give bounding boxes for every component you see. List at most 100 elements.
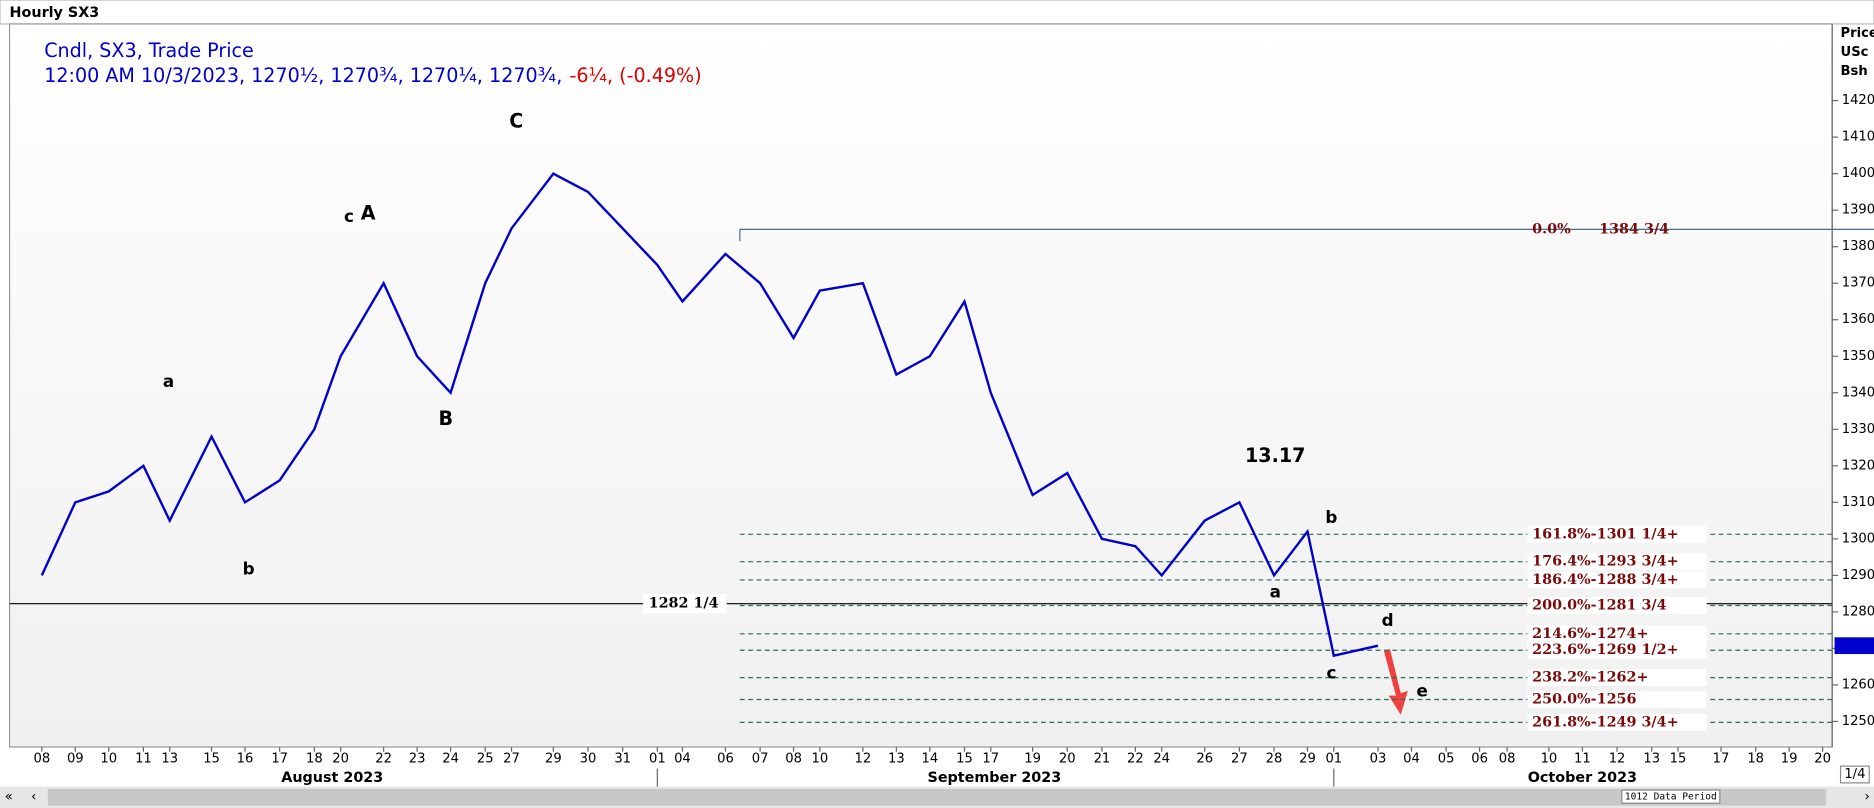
fib-label: 161.8%-1301 1/4+: [1532, 526, 1678, 542]
scroll-right[interactable]: ›: [1864, 790, 1869, 805]
wave-label: A: [361, 201, 376, 224]
x-tick-label: 08: [1499, 751, 1516, 766]
y-tick-label: 1290: [1842, 568, 1874, 583]
x-tick-label: 05: [1438, 751, 1455, 766]
y-tick-label: 1420: [1842, 93, 1874, 108]
y-tick-label: 1310: [1842, 495, 1874, 510]
x-tick-label: 26: [1196, 751, 1213, 766]
x-tick-label: 20: [1814, 751, 1831, 766]
x-tick-label: 17: [1713, 751, 1730, 766]
x-tick-label: 14: [921, 751, 938, 766]
x-tick-label: 22: [1127, 751, 1144, 766]
wave-label: d: [1382, 610, 1394, 630]
x-tick-label: 15: [203, 751, 220, 766]
x-tick-label: 13: [1643, 751, 1660, 766]
fib-label: 186.4%-1288 3/4+: [1532, 572, 1678, 588]
data-period-box: [1621, 789, 1721, 804]
x-tick-label: 21: [1094, 751, 1111, 766]
x-tick-label: 29: [545, 751, 562, 766]
data-period: 1012 Data Period: [1625, 792, 1717, 803]
wave-label: c: [344, 206, 354, 226]
x-tick-label: 28: [1266, 751, 1283, 766]
x-tick-label: 30: [580, 751, 597, 766]
x-tick-label: 17: [982, 751, 999, 766]
fib-label: 223.6%-1269 1/2+: [1532, 642, 1678, 658]
y-tick-label: 1280: [1842, 604, 1874, 619]
wave-label: a: [1270, 581, 1281, 601]
label-bg: [1527, 597, 1707, 614]
y-tick-label: 1400: [1842, 166, 1874, 181]
label-bg: [1527, 691, 1707, 708]
fib-label: 176.4%-1293 3/4+: [1532, 554, 1678, 570]
y-tick-label: 1260: [1842, 677, 1874, 692]
y-tick-label: 1320: [1842, 458, 1874, 473]
scroll-left-fast[interactable]: «: [5, 790, 13, 805]
month-label: September 2023: [928, 770, 1062, 786]
page-box[interactable]: [1839, 765, 1870, 784]
y-tick-label: 1360: [1842, 312, 1874, 327]
x-tick-label: 04: [1403, 751, 1420, 766]
x-tick-label: 31: [614, 751, 631, 766]
wave-label: b: [243, 559, 255, 579]
wave-label: c: [1326, 663, 1336, 683]
x-tick-label: 27: [503, 751, 520, 766]
x-tick-label: 07: [752, 751, 769, 766]
legend-line: 12:00 AM 10/3/2023, 1270½, 1270¾, 1270¼,…: [44, 64, 562, 87]
y-tick-label: 1250: [1842, 714, 1874, 729]
x-tick-label: 11: [135, 751, 152, 766]
y-tick-label: 1370: [1842, 276, 1874, 291]
x-tick-label: 19: [1024, 751, 1041, 766]
x-tick-label: 08: [785, 751, 802, 766]
month-label: October 2023: [1528, 770, 1637, 786]
month-label: August 2023: [281, 770, 383, 786]
x-tick-label: 12: [1609, 751, 1626, 766]
support-label: 1282 1/4: [649, 596, 719, 612]
y-axis-title: Bsh: [1841, 64, 1868, 79]
x-tick-label: 09: [67, 751, 84, 766]
x-tick-label: 15: [1670, 751, 1687, 766]
x-tick-label: 23: [409, 751, 426, 766]
y-tick-label: 1340: [1842, 385, 1874, 400]
y-axis-title: USc: [1841, 45, 1869, 60]
wave-label: 13.17: [1245, 444, 1305, 467]
price-line: [40, 172, 1379, 658]
fib-ratio: 0.0%: [1532, 221, 1571, 237]
x-tick-label: 04: [674, 751, 691, 766]
direction-arrow: [1383, 649, 1408, 715]
x-tick-label: 22: [375, 751, 392, 766]
y-tick-label: 1410: [1842, 130, 1874, 145]
x-tick-label: 10: [812, 751, 829, 766]
y-tick-label: 1380: [1842, 239, 1874, 254]
page-indicator[interactable]: 1/4: [1844, 767, 1865, 782]
x-tick-label: 12: [855, 751, 872, 766]
y-tick-label: 1300: [1842, 531, 1874, 546]
x-tick-label: 10: [1541, 751, 1558, 766]
wave-label: C: [509, 109, 523, 132]
x-tick-label: 01: [1325, 751, 1342, 766]
x-tick-label: 11: [1574, 751, 1591, 766]
scroll-left[interactable]: ‹: [31, 790, 36, 805]
x-tick-label: 20: [332, 751, 349, 766]
x-tick-label: 15: [956, 751, 973, 766]
scroll-thumb[interactable]: [47, 788, 1827, 806]
x-tick-label: 27: [1231, 751, 1248, 766]
legend-line: Cndl, SX3, Trade Price: [44, 39, 254, 62]
last-price-marker: [1834, 637, 1874, 655]
fib-label: 261.8%-1249 3/4+: [1532, 714, 1678, 730]
title-bar: [0, 0, 1874, 25]
fib-label: 250.0%-1256: [1532, 692, 1636, 708]
label-bg: [1527, 713, 1707, 731]
x-tick-label: 06: [1471, 751, 1488, 766]
x-tick-label: 10: [100, 751, 117, 766]
price-change: -6¼, (-0.49%): [569, 64, 701, 87]
label-bg: [1527, 669, 1707, 686]
fib-label: 214.6%-1274+: [1532, 626, 1648, 642]
x-tick-label: 01: [649, 751, 666, 766]
wave-label: a: [163, 371, 174, 391]
y-tick-label: 1350: [1842, 349, 1874, 364]
label-bg: [1527, 571, 1707, 589]
x-tick-label: 18: [1747, 751, 1764, 766]
label-bg: [1527, 625, 1707, 643]
x-tick-label: 13: [888, 751, 905, 766]
